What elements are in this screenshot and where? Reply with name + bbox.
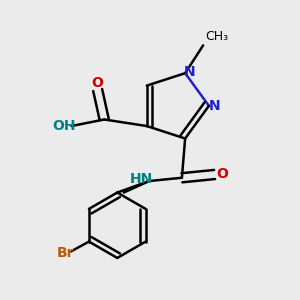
Text: HN: HN — [129, 172, 153, 186]
Text: N: N — [183, 64, 195, 79]
Text: OH: OH — [52, 119, 76, 133]
Text: N: N — [208, 100, 220, 113]
Text: Br: Br — [56, 246, 74, 260]
Text: O: O — [216, 167, 228, 182]
Text: CH₃: CH₃ — [205, 30, 228, 43]
Text: O: O — [92, 76, 103, 90]
